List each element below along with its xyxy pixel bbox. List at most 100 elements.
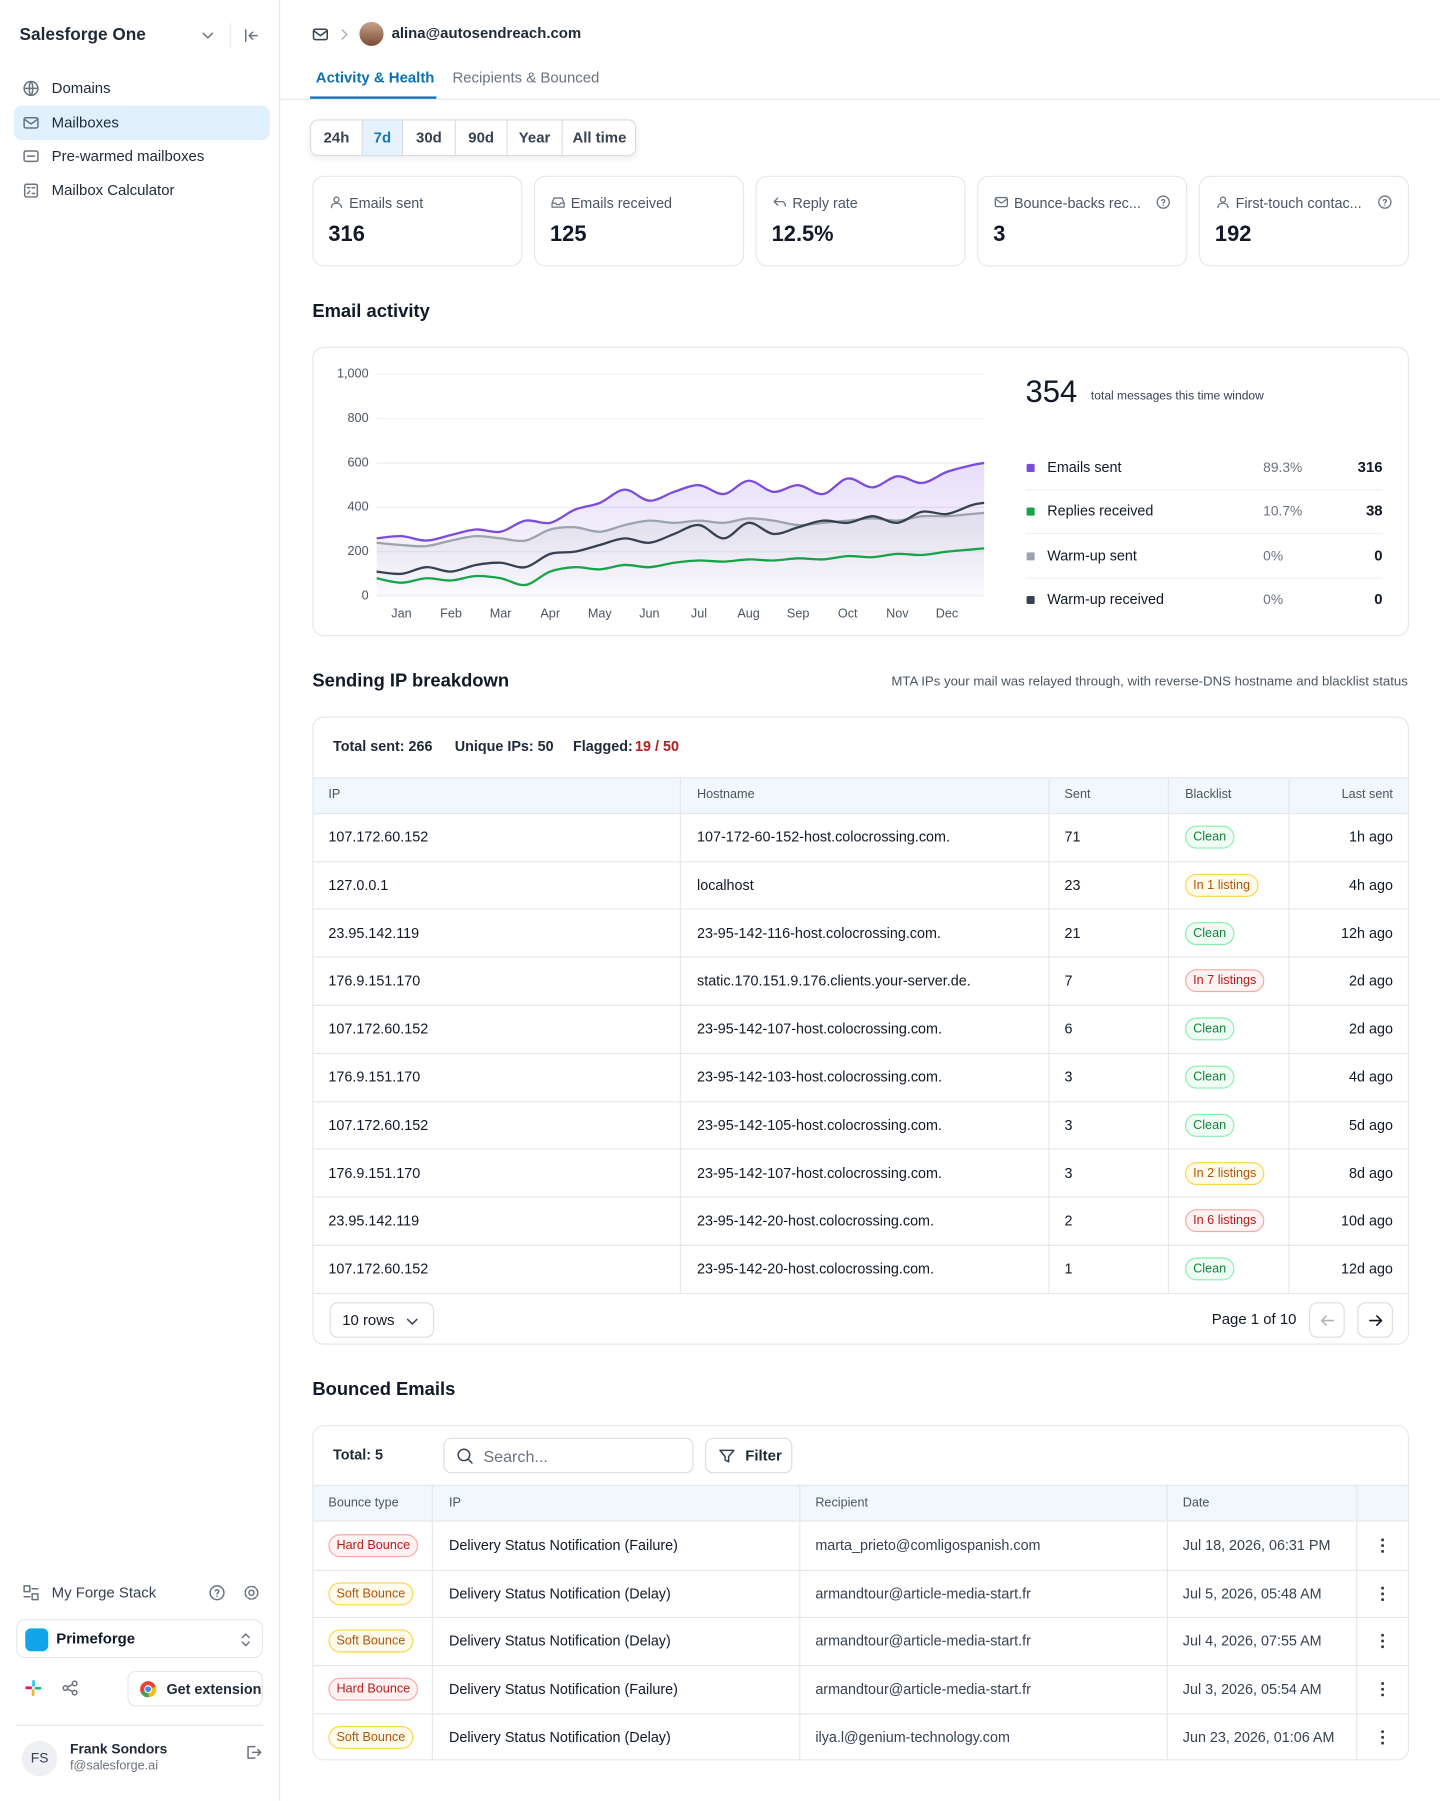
tab[interactable]: Recipients & Bounced xyxy=(452,68,600,87)
stat-icon xyxy=(773,197,786,207)
nav-item[interactable]: Mailboxes xyxy=(13,105,270,140)
area xyxy=(376,512,985,596)
cell: Delivery Status Notification (Delay) xyxy=(448,1585,671,1602)
row-divider xyxy=(313,1100,1408,1102)
cell: Delivery Status Notification (Failure) xyxy=(448,1681,678,1698)
stat-icon xyxy=(1217,196,1229,209)
table-head xyxy=(313,1484,1408,1522)
nav-icon-part xyxy=(23,118,39,125)
legend-total: 316 xyxy=(1357,458,1383,476)
cell: 107-172-60-152-host.colocrossing.com. xyxy=(697,829,950,846)
cell: 23-95-142-103-host.colocrossing.com. xyxy=(697,1069,942,1086)
cell: marta_prieto@comligospanish.com xyxy=(815,1537,1041,1554)
divider xyxy=(229,22,231,49)
cell: Delivery Status Notification (Delay) xyxy=(448,1633,671,1650)
column-header: Hostname xyxy=(697,787,755,802)
column-divider xyxy=(1356,1484,1358,1760)
row-menu[interactable] xyxy=(1371,1726,1394,1749)
nav-item[interactable]: Domains xyxy=(14,71,270,105)
status-badge: Clean xyxy=(1185,1017,1235,1041)
row-menu[interactable] xyxy=(1371,1678,1394,1701)
brand: Salesforge One xyxy=(19,25,146,45)
cell: 23.95.142.119 xyxy=(328,925,420,942)
cell: 23 xyxy=(1064,877,1081,894)
stat-value: 192 xyxy=(1214,222,1252,247)
slack-icon xyxy=(25,1680,42,1697)
cell: 2d ago xyxy=(1349,1021,1393,1038)
menu-dots-part xyxy=(1381,1538,1385,1542)
menu-dots-part xyxy=(1381,1682,1385,1686)
column-header: Date xyxy=(1182,1496,1210,1511)
stat-icon-part xyxy=(994,196,1009,208)
nav-item[interactable]: Pre-warmed mailboxes xyxy=(14,139,270,173)
filter-button[interactable]: Filter xyxy=(705,1437,793,1474)
search-input[interactable]: Search... xyxy=(443,1437,694,1474)
tab[interactable]: Activity & Health xyxy=(315,68,435,87)
share-icon xyxy=(62,1680,78,1696)
prev-page-button[interactable] xyxy=(1309,1302,1345,1338)
cell: 2 xyxy=(1064,1213,1073,1230)
stat-icon-part xyxy=(551,197,565,208)
nav-icon xyxy=(23,183,39,198)
cell: 21 xyxy=(1064,925,1081,942)
cell: 2d ago xyxy=(1349,973,1393,990)
search-placeholder: Search... xyxy=(483,1446,548,1466)
stat-icon-part xyxy=(1219,196,1227,203)
cell: Delivery Status Notification (Delay) xyxy=(448,1729,671,1746)
menu-dots-part xyxy=(1381,1549,1385,1553)
menu-dots-part xyxy=(1381,1544,1385,1548)
nav-icon xyxy=(23,116,39,129)
cell: Jun 23, 2026, 01:06 AM xyxy=(1182,1729,1335,1746)
bounce-badge: Soft Bounce xyxy=(328,1582,414,1606)
nav-item[interactable]: Mailbox Calculator xyxy=(14,174,270,208)
column-header: Sent xyxy=(1064,787,1091,802)
row-menu[interactable] xyxy=(1371,1534,1394,1557)
row-divider xyxy=(313,1292,1408,1294)
stack-icon-part xyxy=(31,1593,39,1601)
row-menu[interactable] xyxy=(1371,1630,1394,1653)
stat-value: 316 xyxy=(328,222,365,247)
range-label: Year xyxy=(518,128,551,146)
ip-flagged-label: Flagged: xyxy=(573,738,633,755)
extension-button[interactable]: Get extension xyxy=(127,1670,263,1707)
rows-select[interactable]: 10 rows xyxy=(329,1302,435,1338)
line xyxy=(376,461,985,542)
column-divider xyxy=(679,777,681,1294)
menu-dots-part xyxy=(1381,1693,1385,1697)
stat-value: 125 xyxy=(550,222,587,247)
share-icon-part xyxy=(71,1680,78,1687)
cell: 176.9.151.170 xyxy=(328,973,421,990)
brand-chevron xyxy=(202,32,214,39)
stat-icon xyxy=(994,196,1009,208)
help-icon-part xyxy=(209,1585,225,1601)
cell: 12d ago xyxy=(1341,1261,1393,1278)
stat-value: 3 xyxy=(993,222,1006,247)
line xyxy=(376,547,985,587)
range-button[interactable]: 30d xyxy=(401,120,455,156)
range-button[interactable]: 24h xyxy=(311,120,362,156)
cell: 107.172.60.152 xyxy=(328,1117,429,1134)
legend-total: 0 xyxy=(1374,590,1383,608)
row-menu[interactable] xyxy=(1371,1582,1394,1605)
nav-icon-part xyxy=(23,150,39,163)
user-initials: FS xyxy=(30,1750,49,1767)
cell: 71 xyxy=(1064,829,1081,846)
share-icon-part xyxy=(66,1683,74,1693)
next-page-button[interactable] xyxy=(1357,1302,1393,1338)
range-button[interactable]: 90d xyxy=(454,120,507,156)
cell: Jul 3, 2026, 05:54 AM xyxy=(1182,1681,1322,1698)
stat-card: Bounce-backs rec... 3 xyxy=(977,175,1188,267)
chrome-icon xyxy=(140,1681,157,1698)
filter-label: Filter xyxy=(745,1446,782,1465)
range-button[interactable]: 7d xyxy=(361,120,402,156)
search-icon-part xyxy=(457,1448,471,1462)
legend-name: Emails sent xyxy=(1047,459,1122,476)
workspace-select[interactable]: Primeforge xyxy=(16,1619,263,1659)
legend-swatch xyxy=(1026,507,1035,516)
range-button[interactable]: All time xyxy=(561,120,636,156)
cell: Jul 4, 2026, 07:55 AM xyxy=(1182,1633,1322,1650)
settings-icon-part xyxy=(244,1585,259,1600)
column-divider xyxy=(1048,777,1050,1294)
column-divider xyxy=(799,1484,801,1760)
range-button[interactable]: Year xyxy=(506,120,562,156)
